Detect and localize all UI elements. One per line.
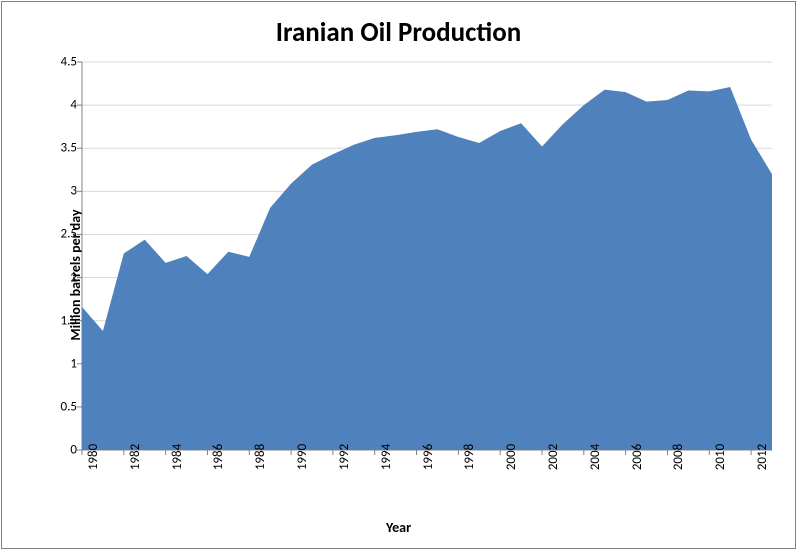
chart-container: Iranian Oil Production Million barrels p…	[1, 1, 796, 549]
y-tick-label: 2	[70, 270, 77, 285]
x-tick-label: 1994	[379, 444, 394, 470]
y-tick-label: 3.5	[61, 141, 77, 156]
y-tick-label: 1.5	[61, 313, 77, 328]
x-tick-label: 1986	[211, 444, 226, 470]
chart-title: Iranian Oil Production	[2, 16, 795, 49]
x-tick-label: 1996	[421, 444, 436, 470]
x-tick-label: 1998	[462, 444, 477, 470]
x-axis-title: Year	[2, 519, 795, 536]
y-tick-label: 0.5	[61, 399, 77, 414]
y-tick-label: 4	[70, 98, 77, 113]
x-tick-label: 2008	[671, 444, 686, 470]
x-tick-label: 2004	[588, 444, 603, 470]
x-tick-label: 1984	[170, 444, 185, 470]
y-tick-label: 4.5	[61, 55, 77, 70]
x-tick-label: 1990	[295, 444, 310, 470]
plot-area	[82, 62, 772, 450]
x-tick-label: 2012	[755, 444, 770, 470]
y-tick-label: 3	[70, 184, 77, 199]
chart-svg	[82, 62, 772, 450]
x-tick-label: 2006	[630, 444, 645, 470]
x-tick-label: 1980	[86, 444, 101, 470]
x-tick-label: 1982	[128, 444, 143, 470]
x-tick-label: 2010	[713, 444, 728, 470]
area-series	[82, 87, 772, 450]
y-tick-label: 0	[70, 443, 77, 458]
x-tick-label: 2002	[546, 444, 561, 470]
y-tick-label: 2.5	[61, 227, 77, 242]
x-tick-label: 1992	[337, 444, 352, 470]
x-tick-label: 2000	[504, 444, 519, 470]
x-tick-label: 1988	[253, 444, 268, 470]
y-tick-label: 1	[70, 356, 77, 371]
